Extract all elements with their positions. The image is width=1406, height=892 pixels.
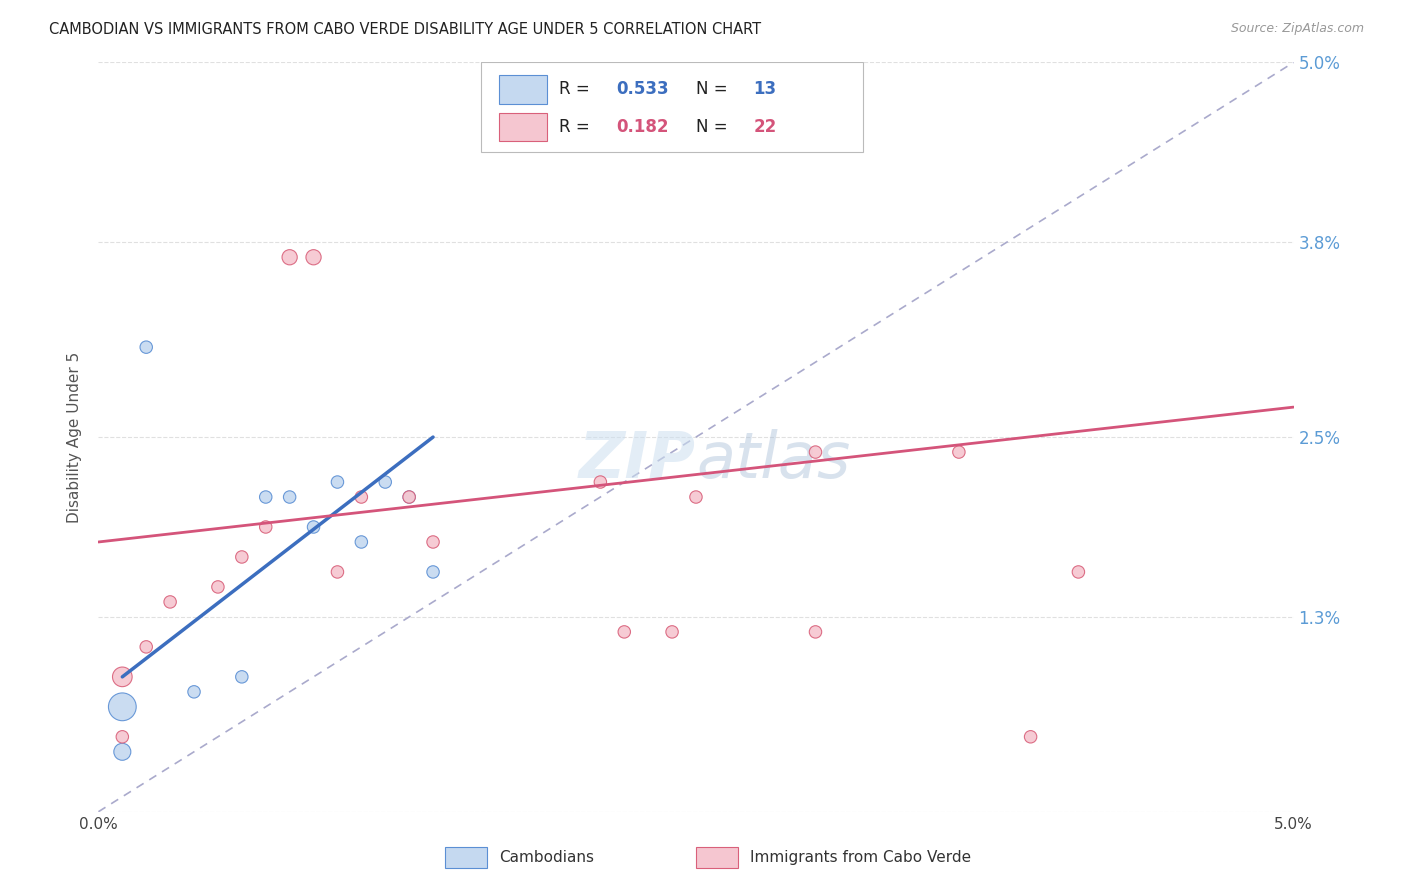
Point xyxy=(685,490,707,504)
Point xyxy=(302,520,325,534)
Point xyxy=(207,580,229,594)
Point xyxy=(278,490,301,504)
Point xyxy=(374,475,396,489)
Text: CAMBODIAN VS IMMIGRANTS FROM CABO VERDE DISABILITY AGE UNDER 5 CORRELATION CHART: CAMBODIAN VS IMMIGRANTS FROM CABO VERDE … xyxy=(49,22,761,37)
Point xyxy=(350,535,373,549)
Point xyxy=(422,565,444,579)
Point xyxy=(254,490,277,504)
FancyBboxPatch shape xyxy=(499,112,547,141)
Point xyxy=(613,624,636,639)
Point xyxy=(1067,565,1090,579)
Text: 0.182: 0.182 xyxy=(616,118,668,136)
Point xyxy=(135,640,157,654)
Text: R =: R = xyxy=(558,80,595,98)
Point xyxy=(589,475,612,489)
Y-axis label: Disability Age Under 5: Disability Age Under 5 xyxy=(67,351,83,523)
Point xyxy=(804,624,827,639)
Text: Cambodians: Cambodians xyxy=(499,850,593,865)
Point xyxy=(398,490,420,504)
Point xyxy=(111,745,134,759)
Point xyxy=(661,624,683,639)
Point xyxy=(948,445,970,459)
Point xyxy=(422,535,444,549)
Point xyxy=(231,549,253,564)
Text: atlas: atlas xyxy=(696,428,851,491)
FancyBboxPatch shape xyxy=(444,847,486,868)
Point xyxy=(326,565,349,579)
Text: Immigrants from Cabo Verde: Immigrants from Cabo Verde xyxy=(749,850,972,865)
Text: ZIP: ZIP xyxy=(579,428,696,491)
Point xyxy=(111,699,134,714)
Point xyxy=(159,595,181,609)
Point xyxy=(1019,730,1042,744)
Point xyxy=(350,490,373,504)
Point xyxy=(111,730,134,744)
Point xyxy=(278,250,301,264)
Text: R =: R = xyxy=(558,118,595,136)
FancyBboxPatch shape xyxy=(696,847,738,868)
Text: 0.533: 0.533 xyxy=(616,80,668,98)
Point xyxy=(804,445,827,459)
Text: 13: 13 xyxy=(754,80,776,98)
FancyBboxPatch shape xyxy=(499,75,547,103)
Text: N =: N = xyxy=(696,80,733,98)
Point xyxy=(183,685,205,699)
Point xyxy=(231,670,253,684)
Point xyxy=(326,475,349,489)
FancyBboxPatch shape xyxy=(481,62,863,153)
Point xyxy=(254,520,277,534)
Point xyxy=(302,250,325,264)
Text: 22: 22 xyxy=(754,118,776,136)
Text: Source: ZipAtlas.com: Source: ZipAtlas.com xyxy=(1230,22,1364,36)
Point xyxy=(111,670,134,684)
Text: N =: N = xyxy=(696,118,733,136)
Point xyxy=(398,490,420,504)
Point xyxy=(135,340,157,354)
